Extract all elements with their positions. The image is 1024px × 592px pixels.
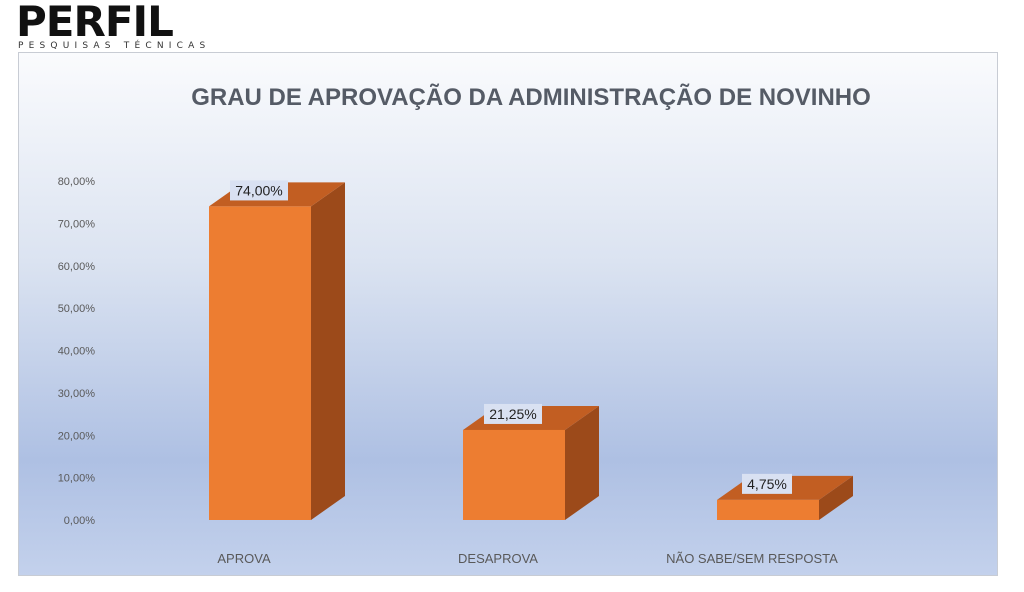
bar-front bbox=[717, 499, 819, 520]
y-tick-label: 70,00% bbox=[58, 218, 96, 230]
y-tick-label: 80,00% bbox=[58, 176, 96, 188]
category-label: NÃO SABE/SEM RESPOSTA bbox=[666, 551, 838, 566]
y-axis: 0,00% 10,00% 20,00% 30,00% 40,00% 50,00% 60,00… bbox=[58, 176, 96, 527]
category-label: DESAPROVA bbox=[458, 551, 538, 566]
perfil-logo: PERFIL PESQUISAS TÉCNICAS bbox=[16, 0, 216, 52]
y-tick-label: 20,00% bbox=[58, 430, 96, 442]
bar-side bbox=[819, 475, 853, 520]
logo-tagline: PESQUISAS TÉCNICAS bbox=[18, 41, 211, 51]
bar-side bbox=[565, 405, 599, 520]
data-label: 74,00% bbox=[235, 182, 282, 198]
x-axis: APROVA DESAPROVA NÃO SABE/SEM RESPOSTA bbox=[217, 551, 838, 566]
data-label: 21,25% bbox=[489, 406, 536, 422]
y-tick-label: 40,00% bbox=[58, 346, 96, 358]
chart-title: GRAU DE APROVAÇÃO DA ADMINISTRAÇÃO DE NO… bbox=[191, 83, 871, 111]
data-label: 4,75% bbox=[747, 476, 787, 492]
y-tick-label: 30,00% bbox=[58, 388, 96, 400]
category-label: APROVA bbox=[217, 551, 271, 566]
bar-side bbox=[311, 182, 345, 521]
data-label-box bbox=[742, 473, 792, 494]
chart-area: GRAU DE APROVAÇÃO DA ADMINISTRAÇÃO DE NO… bbox=[18, 52, 998, 576]
y-tick-label: 50,00% bbox=[58, 303, 96, 315]
bars-group: 74,00% 21,25% 4,75% bbox=[209, 180, 853, 521]
data-label-box bbox=[230, 180, 288, 201]
bar-1: 74,00% bbox=[209, 180, 345, 521]
bar-front bbox=[463, 429, 565, 520]
logo-wordmark: PERFIL bbox=[16, 0, 174, 46]
data-label-box bbox=[484, 403, 542, 424]
y-tick-label: 0,00% bbox=[64, 515, 95, 527]
y-tick-label: 10,00% bbox=[58, 473, 96, 485]
bar-2: 21,25% bbox=[463, 403, 599, 520]
bar-front bbox=[209, 206, 311, 521]
y-tick-label: 60,00% bbox=[58, 261, 96, 273]
bar-chart: GRAU DE APROVAÇÃO DA ADMINISTRAÇÃO DE NO… bbox=[58, 83, 871, 566]
bar-3: 4,75% bbox=[717, 473, 853, 520]
